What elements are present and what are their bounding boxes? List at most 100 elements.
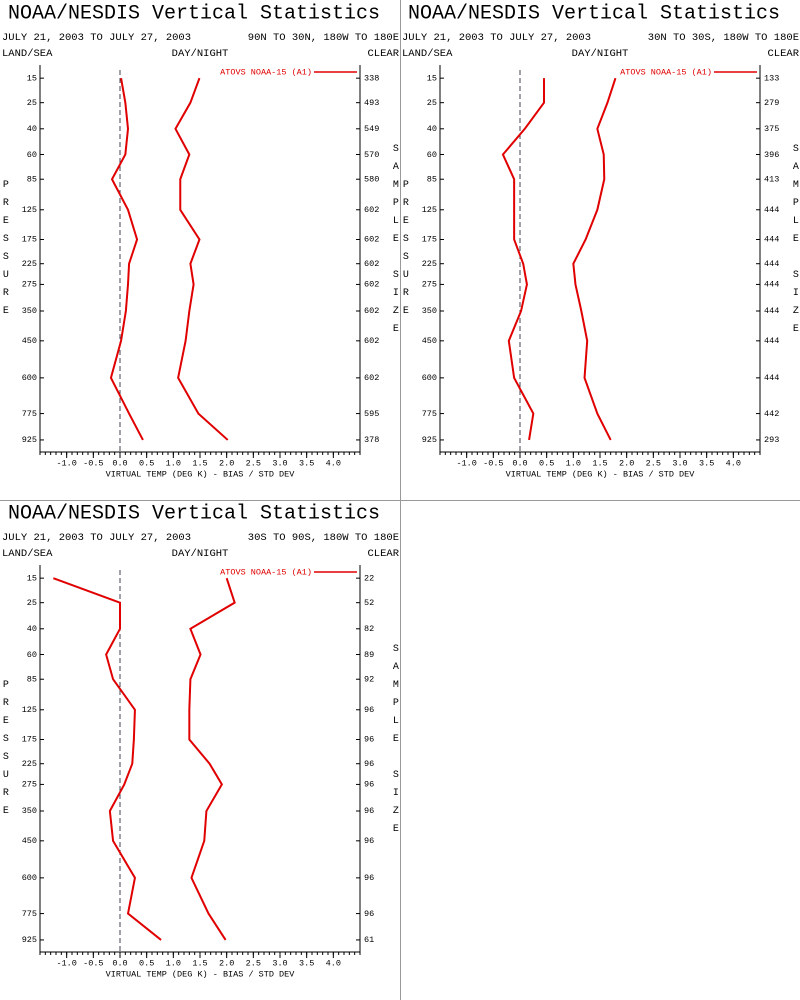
sample-size: 602 [364,235,379,245]
y-tick-label: 275 [22,780,37,790]
x-tick-label: -1.0 [456,458,476,468]
right-header: CLEAR [367,548,399,560]
y-tick-label: 25 [27,98,37,108]
y-tick-label: 40 [27,624,37,634]
chart-title: NOAA/NESDIS Vertical Statistics [408,2,780,25]
sample-size: 413 [764,174,779,184]
y-tick-label: 350 [22,306,37,316]
sample-size: 602 [364,373,379,383]
y-tick-label: 85 [427,174,437,184]
center-header: DAY/NIGHT [572,48,629,60]
y-tick-label: 125 [22,205,37,215]
y-axis-label: PRESSURE [0,680,11,824]
sample-size: 444 [764,280,779,290]
x-tick-label: -0.5 [483,458,503,468]
region: 90N TO 30N, 180W TO 180E [248,32,399,44]
x-tick-label: -0.5 [83,458,103,468]
sample-size: 602 [364,306,379,316]
y-tick-label: 15 [427,73,437,83]
x-tick-label: 0.5 [139,958,154,968]
center-header: DAY/NIGHT [172,48,229,60]
x-tick-label: 3.0 [272,458,287,468]
x-tick-label: 2.0 [219,458,234,468]
y-tick-label: 125 [422,205,437,215]
chart-title: NOAA/NESDIS Vertical Statistics [8,2,380,25]
x-tick-label: 1.5 [192,458,207,468]
y-tick-label: 600 [22,873,37,883]
sample-size: 133 [764,73,779,83]
y-tick-label: 85 [27,174,37,184]
panel: NOAA/NESDIS Vertical Statistics JULY 21, … [0,502,401,979]
sample-size: 22 [364,573,374,583]
sample-size: 595 [364,409,379,419]
sample-size: 96 [364,836,374,846]
x-axis-label: VIRTUAL TEMP (DEG K) - BIAS / STD DEV [106,469,296,479]
x-tick-label: 2.5 [246,958,261,968]
x-tick-label: 3.5 [699,458,714,468]
y-tick-label: 350 [422,306,437,316]
y-tick-label: 775 [422,409,437,419]
x-tick-label: 2.5 [646,458,661,468]
x-tick-label: 2.0 [619,458,634,468]
x-tick-label: 4.0 [326,458,341,468]
panel: NOAA/NESDIS Vertical Statistics JULY 21, … [400,2,800,479]
y-tick-label: 175 [422,235,437,245]
left-header: LAND/SEA [2,548,53,560]
x-tick-label: -1.0 [56,958,76,968]
y-tick-label: 25 [27,598,37,608]
y2-axis-label: SAMPLE SIZE [390,644,401,842]
sample-size: 444 [764,336,779,346]
sample-size: 96 [364,909,374,919]
left-header: LAND/SEA [402,48,453,60]
y-tick-label: 600 [22,373,37,383]
y-tick-label: 450 [422,336,437,346]
y-tick-label: 925 [22,435,37,445]
sample-size: 602 [364,205,379,215]
y-tick-label: 275 [22,280,37,290]
y-tick-label: 775 [22,409,37,419]
sample-size: 602 [364,336,379,346]
y-tick-label: 15 [27,73,37,83]
y-tick-label: 225 [22,759,37,769]
y-tick-label: 60 [27,150,37,160]
x-axis-label: VIRTUAL TEMP (DEG K) - BIAS / STD DEV [106,969,296,979]
profile-line [188,577,236,941]
x-tick-label: 3.5 [299,958,314,968]
y-tick-label: 600 [422,373,437,383]
sample-size: 61 [364,935,374,945]
profile-line [174,77,229,441]
y-tick-label: 775 [22,909,37,919]
y-tick-label: 15 [27,573,37,583]
x-tick-label: 3.0 [672,458,687,468]
x-tick-label: 2.5 [246,458,261,468]
y-tick-label: 60 [427,150,437,160]
y-tick-label: 350 [22,806,37,816]
date-range: JULY 21, 2003 TO JULY 27, 2003 [402,32,591,44]
y-tick-label: 925 [22,935,37,945]
sample-size: 279 [764,98,779,108]
y-tick-label: 85 [27,674,37,684]
sample-size: 396 [764,150,779,160]
sample-size: 493 [364,98,379,108]
profile-line [572,77,617,441]
y-tick-label: 25 [427,98,437,108]
legend-label: ATOVS NOAA-15 (A1) [620,67,712,77]
y-tick-label: 225 [422,259,437,269]
right-header: CLEAR [767,48,799,60]
y-tick-label: 450 [22,336,37,346]
x-tick-label: 4.0 [726,458,741,468]
sample-size: 444 [764,205,779,215]
profile-line [52,577,162,941]
sample-size: 570 [364,150,379,160]
sample-size: 96 [364,780,374,790]
sample-size: 92 [364,674,374,684]
y-tick-label: 60 [27,650,37,660]
x-tick-label: 0.0 [512,458,527,468]
profile-line [501,78,545,441]
y2-axis-label: SAMPLE SIZE [390,144,401,342]
y-tick-label: 125 [22,705,37,715]
date-range: JULY 21, 2003 TO JULY 27, 2003 [2,532,191,544]
sample-size: 89 [364,650,374,660]
region: 30S TO 90S, 180W TO 180E [248,532,399,544]
x-tick-label: 4.0 [326,958,341,968]
